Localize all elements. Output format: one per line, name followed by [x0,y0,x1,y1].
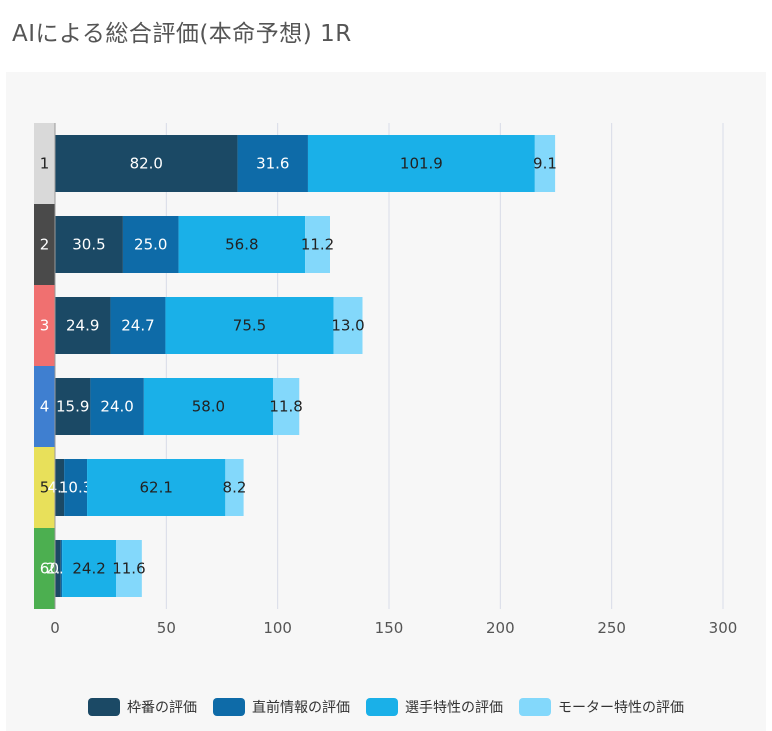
x-tick-label: 0 [50,619,60,637]
lane-color-block [34,123,55,204]
bar-segment[interactable] [272,378,300,435]
data-label: 24.2 [72,560,105,578]
legend-label: 直前情報の評価 [252,700,350,716]
bar-segment[interactable] [64,459,88,516]
bar-segment[interactable] [55,378,91,435]
bar-segment[interactable] [305,216,330,273]
bar-segment[interactable] [143,378,273,435]
data-label: 30.5 [72,236,105,254]
data-label: 9.1 [533,155,557,173]
data-label: 75.5 [233,317,266,335]
bar-segment[interactable] [55,297,111,354]
lane-color-block [34,204,55,285]
bar-segment[interactable] [55,459,65,516]
data-label: 82.0 [130,155,163,173]
bar-segment[interactable] [534,135,556,192]
stacked-bar-chart: 0 50 100 150 200 250 300 1 2 3 4 5 6 82.0 31.6 101.9 9.1… [34,123,738,637]
legend-item[interactable]: 直前情報の評価 [213,697,350,717]
data-label: 13.0 [331,317,364,335]
legend-item[interactable]: 選手特性の評価 [366,697,503,717]
data-label: 15.9 [56,398,89,416]
legend-swatch [519,698,551,716]
bar-segment[interactable] [55,216,123,273]
x-tick-label: 200 [486,619,515,637]
legend-label: モーター特性の評価 [558,700,684,716]
legend-swatch [366,698,398,716]
x-tick-label: 50 [157,619,176,637]
bar-segment[interactable] [60,540,63,597]
bar-segment[interactable] [333,297,363,354]
x-tick-label: 300 [709,619,738,637]
x-tick-label: 100 [263,619,292,637]
lane-color-block [34,285,55,366]
bar-segment[interactable] [307,135,535,192]
bar-segment[interactable] [237,135,308,192]
data-label: 24.7 [121,317,154,335]
chart-legend: 枠番の評価 直前情報の評価 選手特性の評価 モーター特性の評価 [6,697,766,717]
bar-segment[interactable] [178,216,306,273]
data-label: 24.9 [66,317,99,335]
category-label: 2 [40,236,50,254]
bar-segment[interactable] [110,297,166,354]
data-label: 10.3 [59,479,92,497]
category-label: 4 [40,398,50,416]
data-label: 58.0 [192,398,225,416]
data-label: 31.6 [256,155,289,173]
data-label: 11.8 [269,398,302,416]
legend-label: 枠番の評価 [127,700,197,716]
bar-segment[interactable] [55,540,61,597]
legend-item[interactable]: モーター特性の評価 [519,697,684,717]
bar-segment[interactable] [225,459,244,516]
page-title: AIによる総合評価(本命予想) 1R [12,21,352,47]
category-label: 5 [40,479,50,497]
data-label: 101.9 [400,155,443,173]
legend-label: 選手特性の評価 [405,700,503,716]
x-tick-label: 250 [597,619,626,637]
data-label: 56.8 [225,236,258,254]
bar-segment[interactable] [122,216,179,273]
category-label: 3 [40,317,50,335]
data-label: 62.1 [139,479,172,497]
category-label: 1 [40,155,50,173]
x-tick-label: 150 [375,619,404,637]
legend-item[interactable]: 枠番の評価 [88,697,197,717]
lane-color-block [34,528,55,609]
data-label: 25.0 [134,236,167,254]
bar-segment[interactable] [62,540,117,597]
data-label: 8.2 [223,479,247,497]
category-label: 6 [40,560,50,578]
data-label: 11.6 [112,560,145,578]
legend-swatch [88,698,120,716]
legend-swatch [213,698,245,716]
bar-segment[interactable] [116,540,142,597]
data-label: 24.0 [100,398,133,416]
lane-color-block [34,366,55,447]
bar-segment[interactable] [165,297,334,354]
chart-panel: 0 50 100 150 200 250 300 1 2 3 4 5 6 82.0 31.6 101.9 9.1… [6,72,766,731]
bar-segment[interactable] [87,459,226,516]
lane-color-block [34,447,55,528]
data-label: 11.2 [301,236,334,254]
bar-segment[interactable] [90,378,144,435]
bar-segment[interactable] [55,135,238,192]
